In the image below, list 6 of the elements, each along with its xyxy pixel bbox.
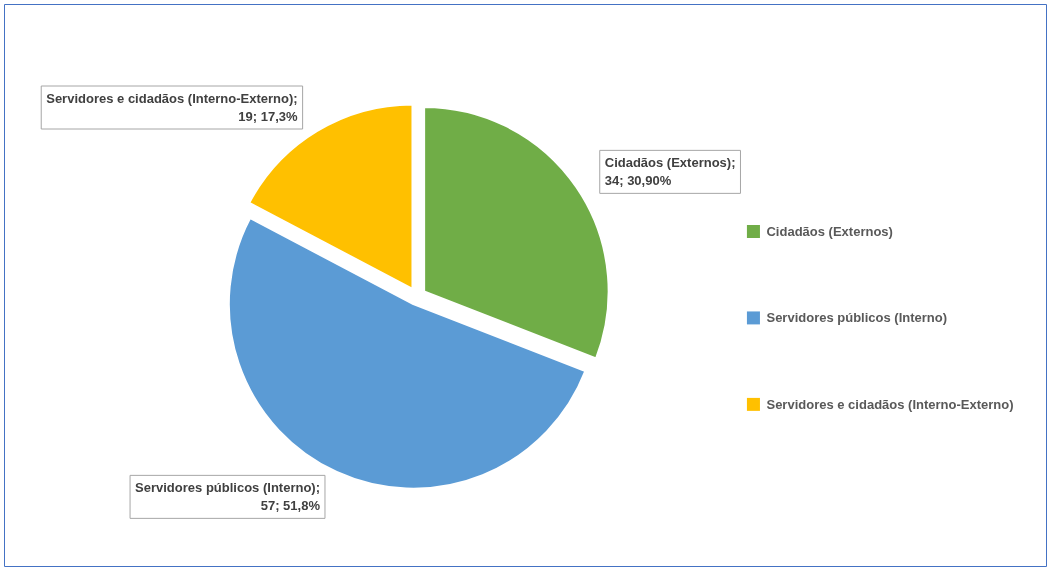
data-label: Servidores e cidadãos (Interno-Externo); 19; 17,3%: [46, 91, 299, 124]
data-label: Cidadãos (Externos); 34; 30,90%: [604, 155, 736, 189]
legend-label: Cidadãos (Externos): [766, 223, 893, 239]
data-label: Servidores públicos (Interno); 57; 51,8%: [135, 480, 321, 514]
legend-label: Servidores públicos (Interno): [766, 310, 948, 326]
legend-label: Servidores e cidadãos (Interno-Externo): [766, 396, 1014, 412]
